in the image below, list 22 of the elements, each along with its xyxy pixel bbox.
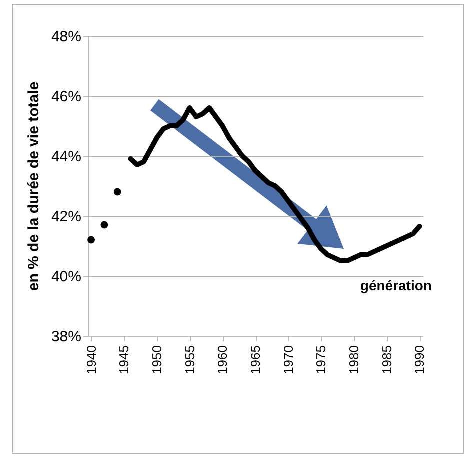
x-tick-label: 1990 xyxy=(412,346,428,374)
point xyxy=(114,188,122,196)
x-tick-label: 1985 xyxy=(379,346,394,374)
point xyxy=(88,236,95,244)
x-tick-label: 1965 xyxy=(248,346,263,374)
x-tick-label: 1980 xyxy=(346,346,362,374)
y-tick-label: 46% xyxy=(51,88,82,106)
y-tick-label: 44% xyxy=(51,148,82,166)
y-tick-label: 40% xyxy=(51,268,82,286)
point xyxy=(100,221,108,229)
x-tick-label: 1940 xyxy=(84,346,99,374)
x-tick-label: 1960 xyxy=(215,346,230,374)
y-tick-label: 42% xyxy=(51,208,82,226)
x-tick-label: 1975 xyxy=(314,346,329,374)
x-tick-label: 1950 xyxy=(149,346,164,374)
y-axis-title: en % de la durée de vie totale xyxy=(25,82,42,292)
x-tick-label: 1955 xyxy=(182,346,198,374)
annotation: génération xyxy=(360,278,432,294)
y-tick-label: 48% xyxy=(51,28,82,46)
x-tick-label: 1970 xyxy=(280,346,296,374)
x-tick-label: 1945 xyxy=(116,346,132,374)
y-tick-label: 38% xyxy=(51,328,82,346)
